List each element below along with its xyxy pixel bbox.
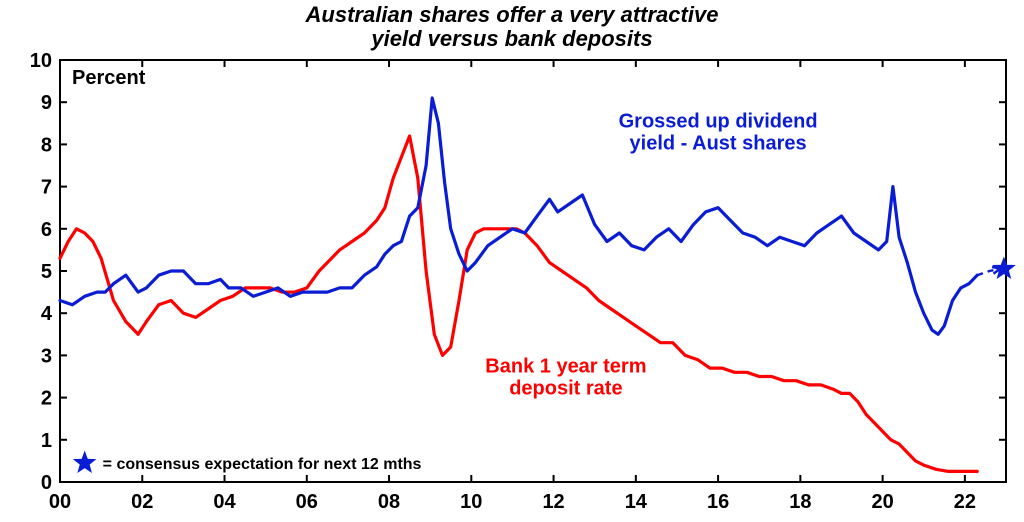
y-tick-label: 7 bbox=[41, 177, 52, 199]
x-tick-label: 02 bbox=[131, 491, 153, 513]
y-tick-label: 1 bbox=[41, 430, 52, 452]
dividend-series-label-2: yield - Aust shares bbox=[630, 133, 807, 155]
x-tick-label: 16 bbox=[707, 491, 729, 513]
x-tick-label: 20 bbox=[871, 491, 893, 513]
x-tick-label: 04 bbox=[213, 491, 236, 513]
y-tick-label: 5 bbox=[41, 261, 52, 283]
y-tick-label: 2 bbox=[41, 388, 52, 410]
plot-border bbox=[60, 60, 1006, 482]
deposit-series-label-2: deposit rate bbox=[509, 377, 622, 399]
x-tick-label: 06 bbox=[296, 491, 318, 513]
x-tick-label: 00 bbox=[49, 491, 71, 513]
y-tick-label: 4 bbox=[41, 303, 53, 325]
forecast-star-icon bbox=[994, 258, 1015, 278]
chart-title-line2: yield versus bank deposits bbox=[370, 26, 652, 51]
y-tick-label: 10 bbox=[30, 50, 52, 72]
legend-star-icon bbox=[74, 452, 95, 472]
legend-text: = consensus expectation for next 12 mths bbox=[103, 456, 422, 473]
y-tick-label: 3 bbox=[41, 345, 52, 367]
x-tick-label: 10 bbox=[460, 491, 482, 513]
chart-title-line1: Australian shares offer a very attractiv… bbox=[305, 2, 719, 27]
chart-svg: Australian shares offer a very attractiv… bbox=[0, 0, 1024, 522]
x-tick-label: 22 bbox=[954, 491, 976, 513]
deposit-series-label-1: Bank 1 year term bbox=[485, 355, 646, 377]
deposit-line bbox=[60, 136, 977, 471]
y-tick-label: 6 bbox=[41, 219, 52, 241]
y-tick-label: 8 bbox=[41, 134, 52, 156]
y-axis-label: Percent bbox=[72, 67, 146, 89]
x-tick-label: 14 bbox=[625, 491, 648, 513]
x-tick-label: 18 bbox=[789, 491, 811, 513]
dividend-series-label-1: Grossed up dividend bbox=[619, 111, 818, 133]
x-tick-label: 12 bbox=[542, 491, 564, 513]
y-tick-label: 9 bbox=[41, 92, 52, 114]
x-tick-label: 08 bbox=[378, 491, 400, 513]
dividend-line bbox=[60, 98, 977, 334]
yield-chart: Australian shares offer a very attractiv… bbox=[0, 0, 1024, 522]
